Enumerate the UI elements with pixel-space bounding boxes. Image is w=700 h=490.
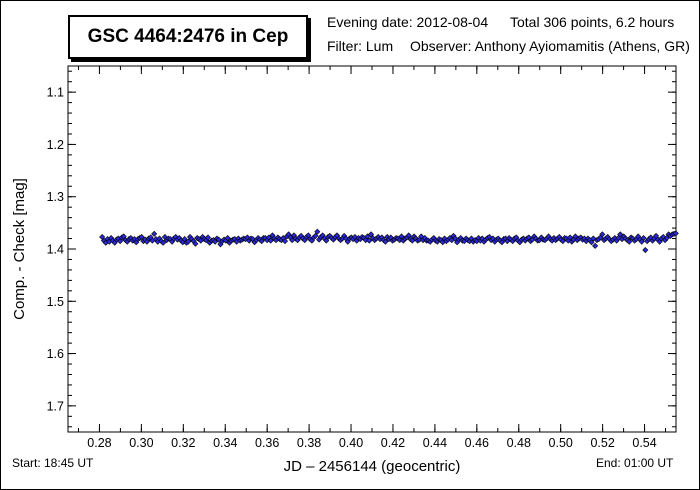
start-time: Start: 18:45 UT <box>12 456 94 470</box>
observer-label: Observer: Anthony Ayiomamitis (Athens, G… <box>410 38 690 54</box>
x-tick-label: 0.38 <box>297 436 321 450</box>
data-point <box>281 238 289 245</box>
tick-labels: 0.28 0.30 0.32 0.34 0.36 0.38 0.40 0.42 0.44 0.46… <box>47 86 657 450</box>
y-tick-label: 1.7 <box>47 399 64 413</box>
x-tick-label: 0.44 <box>423 436 447 450</box>
data-point <box>590 235 597 242</box>
data-point <box>312 232 319 239</box>
data-point <box>382 238 389 245</box>
x-axis-title: JD – 2456144 (geocentric) <box>284 458 461 475</box>
x-tick-label: 0.48 <box>507 436 531 450</box>
data-point <box>364 233 371 240</box>
y-axis-title: Comp. - Check [mag] <box>11 178 28 320</box>
title-box: GSC 4464:2476 in Cep <box>68 15 308 59</box>
data-point <box>626 238 633 245</box>
x-tick-label: 0.42 <box>381 436 405 450</box>
data-point <box>224 234 231 242</box>
x-tick-label: 0.32 <box>171 436 195 450</box>
x-tick-label: 0.46 <box>465 436 489 450</box>
x-tick-label: 0.40 <box>339 436 363 450</box>
data-point <box>567 234 574 241</box>
total-points: Total 306 points, 6.2 hours <box>510 14 675 30</box>
x-tick-label: 0.36 <box>255 436 279 450</box>
y-tick-label: 1.5 <box>47 295 64 309</box>
data-point <box>366 237 373 244</box>
data-point <box>642 247 649 254</box>
filter-label: Filter: Lum <box>327 38 394 54</box>
data-point <box>314 228 321 235</box>
x-tick-label: 0.28 <box>87 436 111 450</box>
y-tick-label: 1.2 <box>47 138 64 152</box>
data-point <box>592 242 599 249</box>
y-tick-label: 1.1 <box>47 86 64 100</box>
data-point <box>160 239 167 246</box>
data-point <box>192 240 199 247</box>
data-point <box>151 230 158 237</box>
x-tick-label: 0.30 <box>129 436 153 450</box>
data-points <box>99 228 679 254</box>
data-point <box>617 231 624 238</box>
data-point <box>185 238 192 245</box>
data-point <box>267 237 274 244</box>
x-tick-label: 0.50 <box>549 436 573 450</box>
x-tick-label: 0.54 <box>632 436 656 450</box>
data-point <box>672 230 679 237</box>
x-tick-label: 0.52 <box>590 436 614 450</box>
plot-area <box>67 65 677 433</box>
y-tick-label: 1.4 <box>47 243 64 257</box>
data-point <box>138 233 145 240</box>
y-tick-label: 1.6 <box>47 347 64 361</box>
data-point <box>398 233 405 240</box>
chart-title: GSC 4464:2476 in Cep <box>87 26 289 47</box>
data-point <box>640 234 647 242</box>
x-tick-label: 0.34 <box>213 436 237 450</box>
tick-marks <box>68 66 676 432</box>
y-tick-label: 1.3 <box>47 190 64 204</box>
end-time: End: 01:00 UT <box>596 456 674 470</box>
data-point <box>599 231 606 238</box>
data-point <box>204 234 211 241</box>
data-point <box>409 237 416 244</box>
evening-date: Evening date: 2012-08-04 <box>327 14 489 30</box>
